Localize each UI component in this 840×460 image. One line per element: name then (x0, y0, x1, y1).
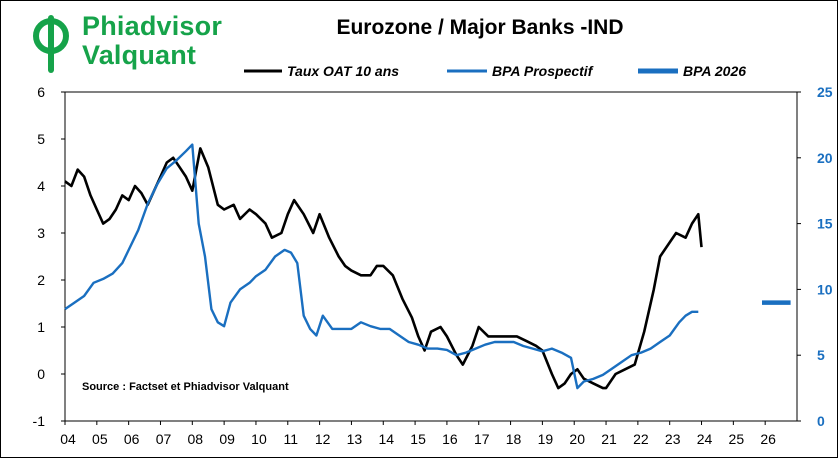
legend: Taux OAT 10 ans BPA Prospectif BPA 2026 (244, 63, 746, 79)
y-right-tick-label: 25 (817, 84, 833, 100)
legend-label-1: Taux OAT 10 ans (287, 63, 399, 79)
x-tick-label: 04 (60, 431, 76, 447)
x-tick-label: 20 (569, 431, 585, 447)
x-tick-label: 12 (315, 431, 331, 447)
chart-title: Eurozone / Major Banks -IND (336, 16, 624, 39)
y-left-tick-label: -1 (33, 413, 46, 429)
brand-name: Phiadvisor Valquant (82, 12, 222, 70)
series-line-2 (64, 143, 699, 390)
y-left-tick-label: 5 (37, 131, 45, 147)
x-tick-label: 07 (156, 431, 172, 447)
y-left-tick-label: 2 (37, 272, 45, 288)
x-tick-label: 22 (633, 431, 649, 447)
source-note: Source : Factset et Phiadvisor Valquant (82, 381, 289, 393)
x-tick-label: 24 (697, 431, 713, 447)
plot-area (64, 91, 798, 422)
x-axis: 04 05 06 07 08 09 10 11 12 13 14 15 16 17 18 19 20 21 22 23… (60, 421, 776, 447)
x-tick-label: 21 (601, 431, 617, 447)
brand-line-2: Valquant (82, 40, 197, 70)
x-tick-label: 06 (124, 431, 140, 447)
legend-label-2: BPA Prospectif (492, 63, 594, 79)
y-right-tick-label: 10 (817, 281, 833, 297)
x-tick-label: 25 (729, 431, 745, 447)
y-left-tick-label: 0 (37, 366, 45, 382)
x-tick-label: 26 (760, 431, 776, 447)
y-left-tick-label: 6 (37, 84, 45, 100)
y-left-tick-label: 1 (37, 319, 45, 335)
x-tick-label: 09 (219, 431, 235, 447)
y-right-tick-label: 5 (817, 347, 825, 363)
series-layer (64, 143, 791, 390)
x-tick-label: 10 (251, 431, 267, 447)
x-tick-label: 23 (665, 431, 681, 447)
x-tick-label: 13 (347, 431, 363, 447)
x-tick-label: 05 (92, 431, 108, 447)
y-axis-right: 25 20 15 10 5 0 (797, 84, 833, 429)
x-tick-label: 15 (410, 431, 426, 447)
x-tick-label: 08 (188, 431, 204, 447)
x-tick-label: 18 (506, 431, 522, 447)
y-right-tick-label: 15 (817, 216, 833, 232)
y-axis-left: 6 5 4 3 2 1 0 -1 (33, 84, 65, 429)
x-tick-label: 16 (442, 431, 458, 447)
x-tick-label: 11 (284, 431, 299, 447)
series-line-1 (64, 147, 703, 390)
y-left-tick-label: 3 (37, 225, 45, 241)
y-right-tick-label: 0 (817, 413, 825, 429)
brand-line-1: Phiadvisor (82, 11, 223, 41)
x-tick-label: 14 (378, 431, 394, 447)
x-tick-label: 17 (474, 431, 490, 447)
y-right-tick-label: 20 (817, 150, 833, 166)
phi-logo-icon (33, 15, 69, 73)
brand-logo: Phiadvisor Valquant (28, 12, 243, 74)
y-left-tick-label: 4 (37, 178, 45, 194)
x-tick-label: 19 (538, 431, 554, 447)
legend-label-3: BPA 2026 (683, 63, 746, 79)
